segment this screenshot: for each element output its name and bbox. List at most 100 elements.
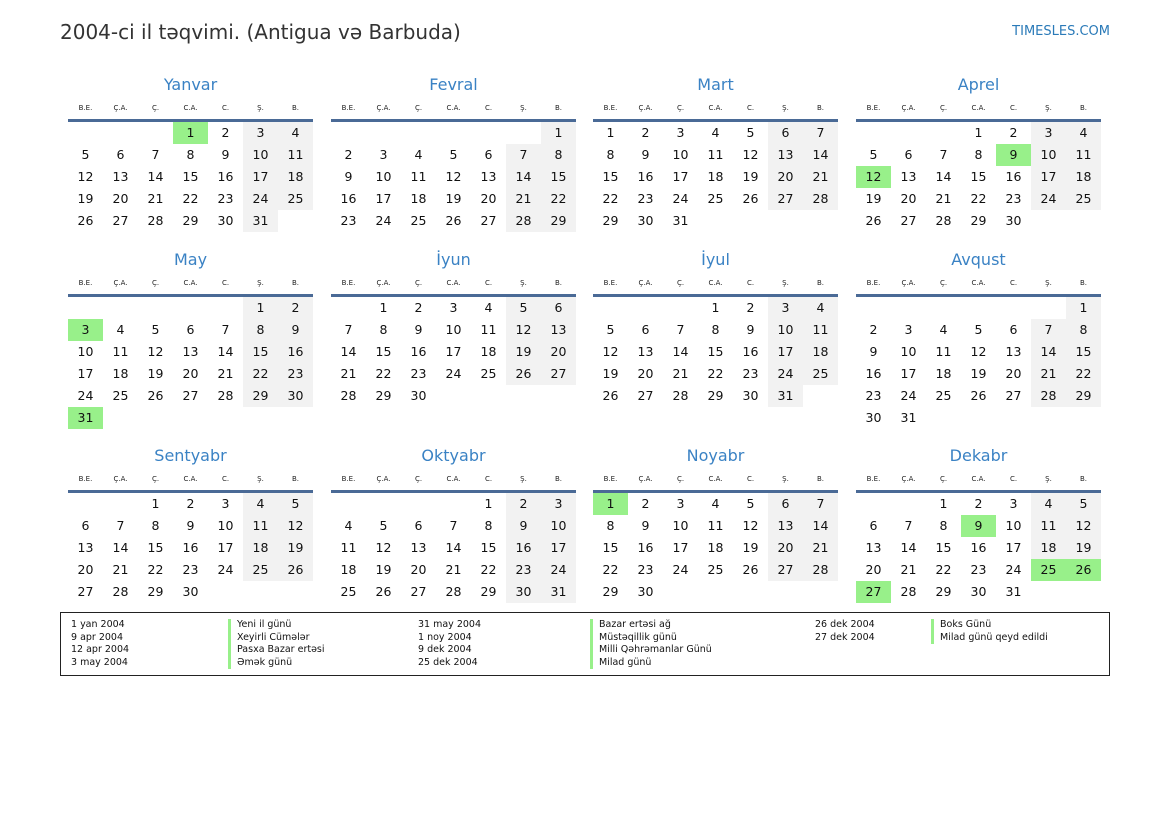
day-cell[interactable]: 23 [637,191,654,206]
holiday-day-cell[interactable]: 31 [68,407,103,429]
day-cell[interactable]: 23 [410,366,427,381]
day-cell[interactable]: 7 [449,518,458,533]
day-cell[interactable]: 13 [768,515,803,537]
day-cell[interactable]: 23 [970,562,987,577]
day-cell[interactable]: 12 [445,169,462,184]
day-cell[interactable]: 8 [606,147,615,162]
day-cell[interactable]: 11 [112,344,129,359]
day-cell[interactable]: 21 [672,366,689,381]
day-cell[interactable]: 13 [410,540,427,555]
day-cell[interactable]: 6 [484,147,493,162]
day-cell[interactable]: 5 [449,147,458,162]
day-cell[interactable]: 8 [711,322,720,337]
day-cell[interactable]: 19 [1066,537,1101,559]
day-cell[interactable]: 25 [707,562,724,577]
day-cell[interactable]: 4 [484,300,493,315]
day-cell[interactable]: 6 [904,147,913,162]
day-cell[interactable]: 27 [77,584,94,599]
day-cell[interactable]: 29 [935,584,952,599]
day-cell[interactable]: 12 [147,344,164,359]
day-cell[interactable]: 27 [112,213,129,228]
day-cell[interactable]: 23 [217,191,234,206]
day-cell[interactable]: 16 [278,341,313,363]
day-cell[interactable]: 8 [541,144,576,166]
day-cell[interactable]: 20 [480,191,497,206]
day-cell[interactable]: 24 [900,388,917,403]
day-cell[interactable]: 16 [340,191,357,206]
day-cell[interactable]: 28 [217,388,234,403]
day-cell[interactable]: 4 [278,122,313,144]
day-cell[interactable]: 8 [379,322,388,337]
day-cell[interactable]: 28 [672,388,689,403]
day-cell[interactable]: 20 [865,562,882,577]
day-cell[interactable]: 29 [480,584,497,599]
day-cell[interactable]: 6 [116,147,125,162]
day-cell[interactable]: 17 [243,166,278,188]
day-cell[interactable]: 7 [151,147,160,162]
day-cell[interactable]: 18 [1066,166,1101,188]
day-cell[interactable]: 30 [865,410,882,425]
day-cell[interactable]: 13 [182,344,199,359]
day-cell[interactable]: 9 [641,147,650,162]
day-cell[interactable]: 16 [182,540,199,555]
day-cell[interactable]: 19 [742,169,759,184]
day-cell[interactable]: 7 [344,322,353,337]
day-cell[interactable]: 10 [1031,144,1066,166]
day-cell[interactable]: 7 [221,322,230,337]
day-cell[interactable]: 1 [939,496,948,511]
day-cell[interactable]: 23 [865,388,882,403]
day-cell[interactable]: 19 [278,537,313,559]
day-cell[interactable]: 9 [641,518,650,533]
day-cell[interactable]: 25 [803,363,838,385]
day-cell[interactable]: 18 [243,537,278,559]
day-cell[interactable]: 9 [344,169,353,184]
day-cell[interactable]: 27 [410,584,427,599]
day-cell[interactable]: 30 [506,581,541,603]
day-cell[interactable]: 11 [410,169,427,184]
day-cell[interactable]: 13 [865,540,882,555]
day-cell[interactable]: 27 [768,559,803,581]
day-cell[interactable]: 23 [742,366,759,381]
day-cell[interactable]: 8 [974,147,983,162]
day-cell[interactable]: 18 [480,344,497,359]
day-cell[interactable]: 5 [1066,493,1101,515]
day-cell[interactable]: 28 [340,388,357,403]
day-cell[interactable]: 24 [768,363,803,385]
day-cell[interactable]: 20 [768,166,803,188]
day-cell[interactable]: 5 [379,518,388,533]
day-cell[interactable]: 5 [81,147,90,162]
day-cell[interactable]: 9 [278,319,313,341]
day-cell[interactable]: 15 [182,169,199,184]
day-cell[interactable]: 15 [935,540,952,555]
day-cell[interactable]: 19 [602,366,619,381]
day-cell[interactable]: 1 [606,125,615,140]
day-cell[interactable]: 11 [707,147,724,162]
day-cell[interactable]: 26 [147,388,164,403]
holiday-day-cell[interactable]: 25 [1031,559,1066,581]
day-cell[interactable]: 14 [803,515,838,537]
day-cell[interactable]: 26 [77,213,94,228]
day-cell[interactable]: 30 [637,584,654,599]
day-cell[interactable]: 5 [869,147,878,162]
day-cell[interactable]: 14 [506,166,541,188]
day-cell[interactable]: 11 [1066,144,1101,166]
day-cell[interactable]: 25 [480,366,497,381]
day-cell[interactable]: 11 [243,515,278,537]
day-cell[interactable]: 19 [742,540,759,555]
day-cell[interactable]: 4 [116,322,125,337]
day-cell[interactable]: 24 [672,562,689,577]
day-cell[interactable]: 31 [243,210,278,232]
day-cell[interactable]: 22 [375,366,392,381]
day-cell[interactable]: 21 [445,562,462,577]
day-cell[interactable]: 12 [742,147,759,162]
day-cell[interactable]: 8 [151,518,160,533]
day-cell[interactable]: 11 [803,319,838,341]
day-cell[interactable]: 10 [672,518,689,533]
day-cell[interactable]: 16 [970,540,987,555]
day-cell[interactable]: 31 [768,385,803,407]
day-cell[interactable]: 20 [900,191,917,206]
day-cell[interactable]: 10 [900,344,917,359]
day-cell[interactable]: 24 [375,213,392,228]
day-cell[interactable]: 3 [904,322,913,337]
day-cell[interactable]: 22 [480,562,497,577]
